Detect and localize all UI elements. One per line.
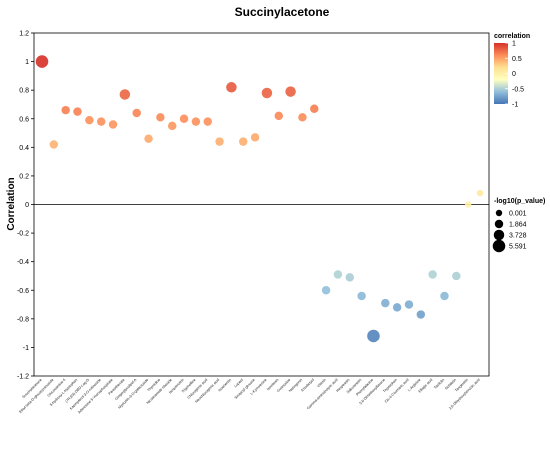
size-legend-symbol [494, 219, 504, 229]
y-tick-label: -1 [23, 345, 29, 352]
data-point [381, 298, 390, 308]
y-tick-label: -0.2 [17, 231, 29, 238]
y-tick-label: 0.2 [19, 173, 29, 180]
x-category-label: Lupeol [233, 378, 244, 389]
data-point [440, 291, 449, 301]
data-point [96, 117, 106, 126]
y-axis-title: Correlation [6, 177, 17, 230]
y-tick-label: 1.2 [19, 31, 29, 38]
size-legend-label: 5.591 [509, 244, 527, 251]
x-category-label: Eriodictyol [300, 378, 315, 393]
color-legend-title: correlation [494, 33, 530, 40]
color-legend-label: 0.5 [512, 56, 522, 63]
y-tick-label: -0.4 [17, 259, 29, 266]
data-point [250, 133, 260, 142]
size-legend-label: 1.864 [509, 222, 527, 229]
y-tick-label: 0.8 [19, 88, 29, 95]
data-point [61, 105, 70, 115]
x-category-label: Vitexin [316, 378, 326, 388]
data-point [452, 271, 461, 281]
y-tick-label: 1 [25, 59, 29, 66]
size-legend-label: 3.728 [509, 233, 527, 240]
data-point [285, 86, 296, 97]
data-point [49, 140, 59, 149]
data-point [298, 113, 307, 122]
x-category-label: Succinylacetone [21, 378, 42, 399]
data-point [85, 115, 94, 125]
color-legend-label: -0.5 [512, 86, 524, 93]
size-legend-symbol [492, 239, 506, 253]
color-legend: correlation 1 0.5 0 -0.5 -1 [494, 33, 530, 109]
y-axis: 1.2 1 0.8 0.6 0.4 0.2 0 -0.2 -0.4 -0.6 -0.8 -1 -1.2 [17, 31, 34, 381]
size-legend-symbol [495, 209, 503, 217]
y-tick-label: 0.4 [19, 145, 29, 152]
data-point [215, 137, 224, 146]
y-tick-label: -0.8 [17, 316, 29, 323]
data-point [35, 55, 49, 68]
data-points [35, 55, 484, 343]
data-point [261, 87, 273, 99]
data-point [367, 329, 380, 343]
data-point [156, 113, 165, 122]
data-point [132, 108, 141, 118]
data-point [392, 303, 402, 312]
data-point [144, 134, 153, 143]
color-legend-label: 0 [512, 71, 516, 78]
data-point [167, 121, 177, 131]
data-point [416, 310, 426, 319]
data-point [203, 117, 212, 126]
data-point [191, 117, 201, 126]
size-legend-symbol [493, 229, 505, 241]
color-scale-bar [494, 43, 508, 104]
chart-title: Succinylacetone [235, 5, 330, 19]
x-category-label: Isoorientin [218, 378, 233, 393]
data-point [404, 300, 414, 309]
data-point [108, 120, 118, 129]
size-legend-label: 0.001 [509, 211, 527, 218]
data-point [345, 273, 355, 282]
size-legend: -log10(p_value) 0.001 1.864 3.728 5.591 [492, 198, 545, 253]
data-point [464, 201, 472, 208]
y-tick-label: -1.2 [17, 374, 29, 381]
data-point [333, 270, 343, 279]
data-point [321, 286, 331, 295]
data-point [226, 82, 237, 93]
color-legend-label: -1 [512, 102, 518, 109]
y-tick-label: 0.6 [19, 116, 29, 123]
data-point [310, 104, 319, 113]
data-point [239, 137, 248, 146]
y-tick-label: 0 [25, 202, 29, 209]
data-point [179, 114, 189, 123]
data-point [476, 189, 484, 197]
data-point [428, 270, 437, 279]
data-point [357, 291, 366, 301]
color-legend-label: 1 [512, 41, 516, 48]
data-point [119, 89, 131, 100]
y-tick-label: -0.6 [17, 288, 29, 295]
data-point [274, 111, 283, 121]
data-point [73, 107, 82, 116]
size-legend-title: -log10(p_value) [494, 198, 545, 205]
